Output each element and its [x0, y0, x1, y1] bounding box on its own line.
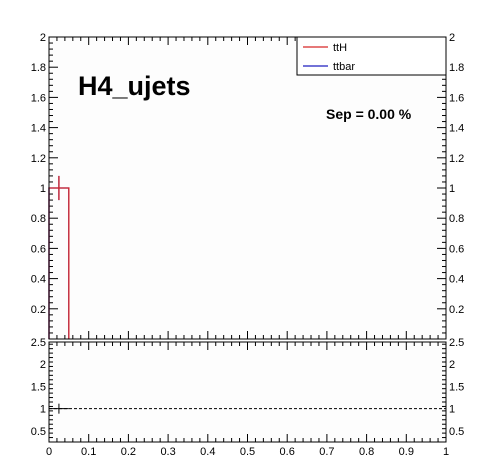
- x-tick-label: 0.3: [160, 446, 175, 458]
- y-tick-label-left: 0.2: [31, 304, 46, 316]
- y-tick-label-right: 0.6: [449, 243, 464, 255]
- y-tick-label-left: 1.8: [31, 62, 46, 74]
- ratio-y-tick-label-right: 2.5: [449, 337, 464, 349]
- y-tick-label-right: 1: [449, 183, 455, 195]
- ratio-plot-background: [49, 342, 446, 442]
- ratio-y-tick-label-right: 1.5: [449, 381, 464, 393]
- ratio-y-tick-label-left: 2: [40, 359, 46, 371]
- separation-annotation: Sep = 0.00 %: [326, 106, 412, 122]
- legend-box: [296, 36, 447, 76]
- x-tick-label: 0.2: [121, 446, 136, 458]
- ratio-y-tick-label-left: 2.5: [31, 337, 46, 349]
- chart-title: H4_ujets: [78, 71, 191, 101]
- y-tick-label-left: 0.4: [31, 274, 46, 286]
- main-plot-background: [49, 37, 446, 339]
- ratio-y-tick-label-right: 0.5: [449, 426, 464, 438]
- ratio-panel: 0.5 0.51 11.5 1.52 22.5 2.50 0.1 0.2 0.3 0.4 0.5 0.…: [31, 337, 465, 458]
- ratio-y-tick-label-right: 1: [449, 404, 455, 416]
- legend-label: ttbar: [333, 61, 355, 73]
- y-tick-label-left: 1.6: [31, 92, 46, 104]
- y-tick-label-right: 1.2: [449, 153, 464, 165]
- y-tick-label-left: 2: [40, 32, 46, 44]
- y-tick-label-left: 1: [40, 183, 46, 195]
- main-panel: 0.2 0.2 0.4 0.4 0.6 0.6 0.8 0.8 1 1 1.2 1.2 1.4 1.4 1.…: [31, 32, 464, 340]
- x-tick-label: 0.5: [240, 446, 255, 458]
- y-tick-label-left: 1.4: [31, 123, 46, 135]
- ratio-y-tick-label-left: 0.5: [31, 426, 46, 438]
- y-tick-label-right: 0.2: [449, 304, 464, 316]
- ratio-y-tick-label-left: 1.5: [31, 381, 46, 393]
- ratio-y-tick-label-right: 2: [449, 359, 455, 371]
- ratio-y-tick-label-left: 1: [40, 404, 46, 416]
- legend-label: ttH: [333, 42, 347, 54]
- y-tick-label-right: 1.6: [449, 92, 464, 104]
- y-tick-label-right: 0.4: [449, 274, 464, 286]
- legend: ttH ttbar: [296, 36, 447, 76]
- y-tick-label-left: 1.2: [31, 153, 46, 165]
- y-tick-label-left: 0.6: [31, 243, 46, 255]
- y-tick-label-right: 1.8: [449, 62, 464, 74]
- x-tick-label: 0.6: [280, 446, 295, 458]
- x-tick-label: 0.4: [200, 446, 215, 458]
- x-tick-label: 0.8: [359, 446, 374, 458]
- y-tick-label-right: 0.8: [449, 213, 464, 225]
- y-tick-label-left: 0.8: [31, 213, 46, 225]
- x-tick-label: 0.9: [399, 446, 414, 458]
- x-tick-label: 0.1: [81, 446, 96, 458]
- x-tick-label: 1: [443, 446, 449, 458]
- x-tick-label: 0: [46, 446, 52, 458]
- y-tick-label-right: 2: [449, 32, 455, 44]
- y-tick-label-right: 1.4: [449, 123, 464, 135]
- x-tick-label: 0.7: [319, 446, 334, 458]
- ratio-frame: [48, 341, 447, 443]
- main-frame: [48, 36, 447, 340]
